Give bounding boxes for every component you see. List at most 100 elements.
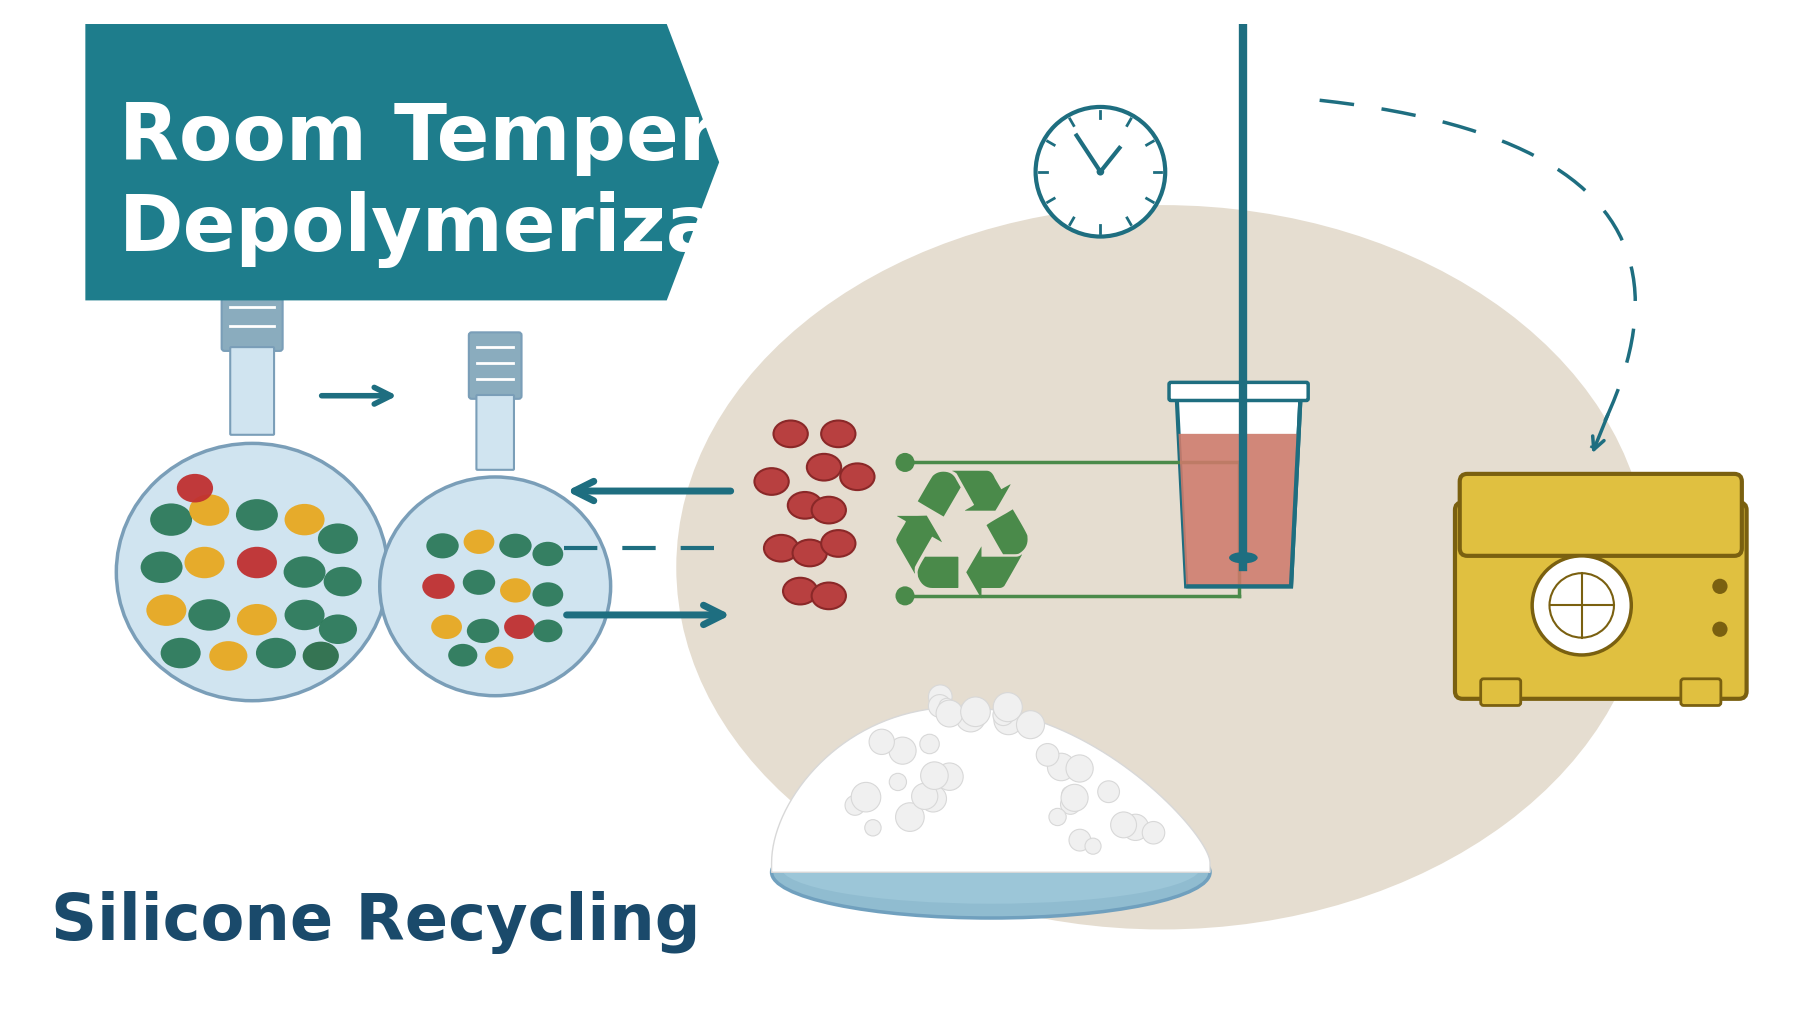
Circle shape	[1061, 784, 1088, 811]
Ellipse shape	[677, 205, 1649, 930]
Ellipse shape	[462, 569, 495, 595]
Circle shape	[1036, 743, 1059, 766]
Polygon shape	[86, 24, 719, 300]
Ellipse shape	[380, 477, 612, 695]
Ellipse shape	[772, 826, 1210, 919]
Circle shape	[935, 700, 963, 727]
Circle shape	[890, 773, 906, 791]
Ellipse shape	[464, 529, 495, 554]
Ellipse shape	[755, 468, 788, 495]
Circle shape	[1085, 838, 1101, 854]
Circle shape	[1048, 808, 1067, 825]
FancyBboxPatch shape	[1682, 679, 1722, 706]
Text: Room Temperature: Room Temperature	[118, 100, 954, 176]
Circle shape	[1143, 821, 1165, 844]
Ellipse shape	[237, 499, 278, 530]
Circle shape	[928, 685, 952, 709]
Ellipse shape	[146, 595, 186, 626]
Circle shape	[1048, 754, 1076, 780]
Circle shape	[852, 782, 881, 812]
Text: Silicone Recycling: Silicone Recycling	[51, 891, 701, 954]
Circle shape	[895, 803, 925, 831]
Ellipse shape	[812, 583, 846, 609]
Ellipse shape	[783, 578, 817, 604]
Ellipse shape	[318, 523, 359, 554]
Circle shape	[928, 694, 952, 718]
Polygon shape	[1178, 395, 1301, 587]
Circle shape	[939, 698, 954, 714]
Circle shape	[1097, 168, 1105, 175]
Circle shape	[888, 737, 915, 764]
Ellipse shape	[533, 542, 562, 566]
Ellipse shape	[499, 534, 531, 558]
Ellipse shape	[486, 647, 513, 669]
Circle shape	[1713, 579, 1727, 594]
Ellipse shape	[501, 579, 531, 602]
FancyBboxPatch shape	[1481, 679, 1522, 706]
Polygon shape	[772, 707, 1210, 872]
Circle shape	[935, 763, 963, 791]
Circle shape	[1713, 622, 1727, 637]
Circle shape	[994, 692, 1023, 722]
Ellipse shape	[448, 644, 477, 667]
Ellipse shape	[841, 464, 875, 490]
Ellipse shape	[302, 642, 339, 671]
Circle shape	[1110, 812, 1136, 838]
Ellipse shape	[151, 504, 193, 536]
Circle shape	[912, 783, 937, 809]
Ellipse shape	[189, 495, 229, 525]
Ellipse shape	[504, 614, 535, 639]
Circle shape	[919, 734, 939, 754]
Text: Depolymerization: Depolymerization	[118, 190, 892, 268]
Ellipse shape	[209, 641, 248, 671]
FancyBboxPatch shape	[1168, 382, 1309, 400]
Ellipse shape	[774, 421, 808, 447]
FancyBboxPatch shape	[1460, 474, 1742, 556]
Ellipse shape	[806, 454, 841, 480]
Ellipse shape	[764, 535, 799, 561]
Circle shape	[844, 796, 864, 815]
Ellipse shape	[284, 600, 324, 630]
Circle shape	[895, 453, 915, 472]
Ellipse shape	[792, 540, 826, 566]
Ellipse shape	[533, 620, 562, 642]
Circle shape	[1068, 829, 1090, 851]
Ellipse shape	[781, 831, 1201, 904]
Circle shape	[864, 819, 881, 836]
Ellipse shape	[237, 547, 277, 579]
Circle shape	[961, 697, 990, 727]
FancyBboxPatch shape	[477, 395, 513, 470]
FancyBboxPatch shape	[1454, 503, 1747, 698]
Ellipse shape	[184, 547, 224, 579]
Circle shape	[1097, 781, 1119, 803]
FancyBboxPatch shape	[470, 333, 522, 398]
Circle shape	[994, 705, 1014, 726]
Ellipse shape	[187, 599, 229, 631]
Ellipse shape	[177, 474, 213, 503]
Circle shape	[919, 785, 946, 812]
Circle shape	[1123, 814, 1148, 841]
Ellipse shape	[821, 530, 855, 557]
Ellipse shape	[140, 552, 182, 583]
Ellipse shape	[431, 614, 462, 639]
Circle shape	[956, 702, 985, 732]
Ellipse shape	[160, 638, 200, 669]
Ellipse shape	[821, 421, 855, 447]
Circle shape	[1036, 106, 1165, 237]
Circle shape	[1067, 755, 1094, 782]
FancyBboxPatch shape	[222, 273, 282, 351]
Ellipse shape	[237, 604, 277, 636]
Circle shape	[1061, 795, 1081, 814]
Ellipse shape	[533, 583, 562, 606]
Circle shape	[994, 706, 1023, 734]
Ellipse shape	[257, 638, 297, 669]
Ellipse shape	[788, 492, 823, 519]
Ellipse shape	[284, 504, 324, 536]
Polygon shape	[1179, 434, 1299, 587]
Circle shape	[870, 729, 894, 755]
FancyBboxPatch shape	[229, 347, 275, 435]
Ellipse shape	[468, 618, 499, 643]
Ellipse shape	[324, 567, 362, 596]
Circle shape	[895, 587, 915, 605]
Ellipse shape	[426, 534, 459, 558]
